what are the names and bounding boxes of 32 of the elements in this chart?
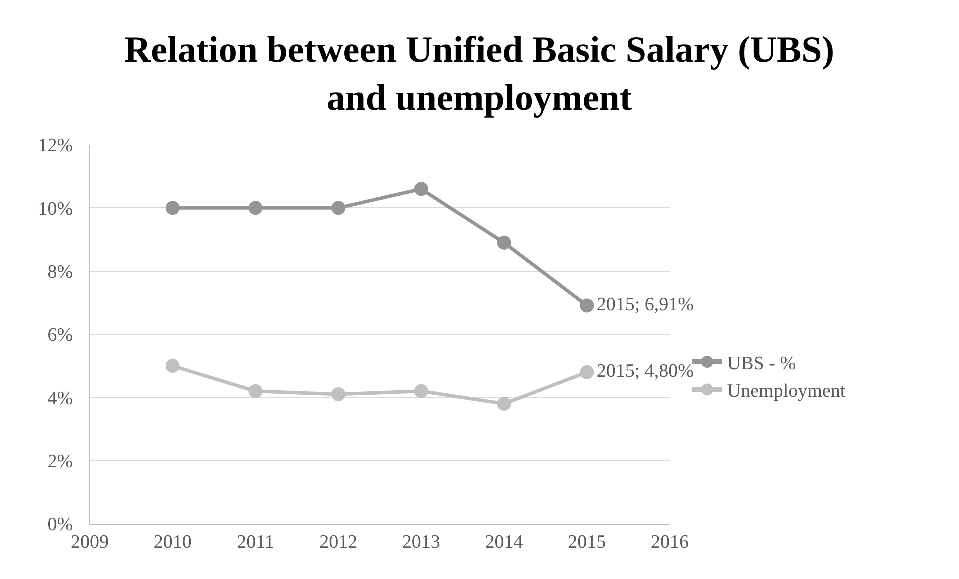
- y-tick-label: 4%: [48, 388, 74, 410]
- y-tick-label: 10%: [38, 198, 74, 220]
- x-tick-label: 2013: [402, 532, 440, 553]
- point: [497, 236, 512, 250]
- point: [580, 298, 594, 313]
- point: [248, 201, 263, 216]
- chart-title: Relation between Unified Basic Salary (UBS) and unemployment: [124, 30, 835, 120]
- x-tick-label: 2011: [237, 532, 274, 553]
- x-tick-label: 2016: [651, 532, 689, 553]
- x-tick-label: 2012: [320, 532, 358, 553]
- x-tick-label: 2015: [568, 532, 606, 553]
- data-label: 2015; 4,80%: [596, 361, 694, 382]
- y-tick-label: 8%: [48, 262, 74, 283]
- point: [166, 201, 180, 216]
- data-label: 2015; 6,91%: [596, 294, 694, 316]
- x-tick-label: 2010: [154, 532, 192, 553]
- point: [497, 396, 512, 411]
- point: [414, 182, 428, 196]
- point: [166, 359, 180, 374]
- x-tick-label: 2009: [71, 532, 109, 553]
- y-tick-label: 0%: [48, 514, 74, 536]
- point: [580, 365, 594, 380]
- point: [414, 384, 428, 398]
- legend-label: Unemployment: [727, 381, 846, 402]
- y-tick-label: 12%: [38, 136, 74, 157]
- y-tick-label: 2%: [48, 451, 74, 472]
- point: [248, 384, 263, 398]
- point: [332, 201, 346, 216]
- point: [332, 388, 346, 402]
- x-tick-label: 2014: [485, 532, 524, 553]
- y-tick-label: 6%: [48, 325, 74, 346]
- legend-label: UBS - %: [727, 353, 796, 374]
